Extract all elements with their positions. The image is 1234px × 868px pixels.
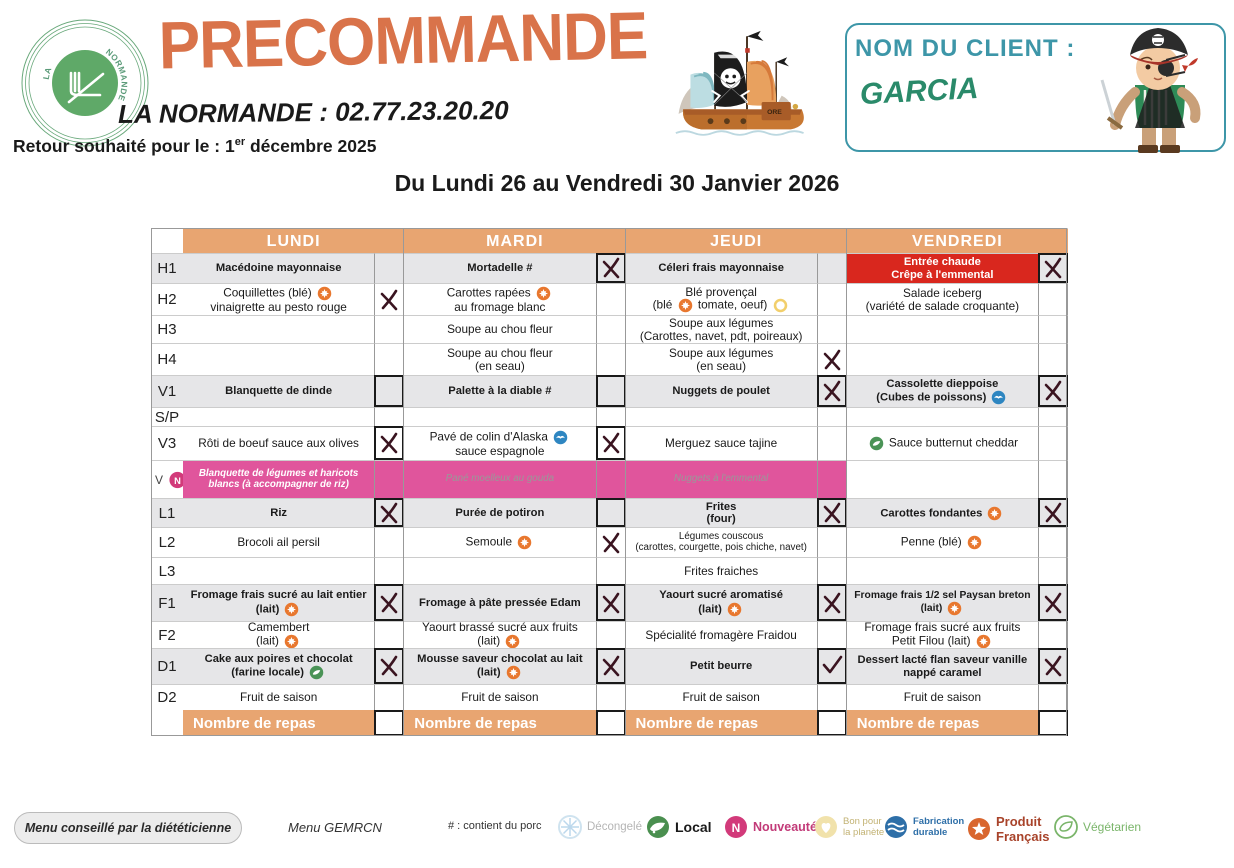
svg-text:LA: LA — [41, 66, 54, 81]
svg-text:ORE: ORE — [767, 109, 782, 116]
svg-text:N: N — [732, 821, 741, 835]
svg-text:N: N — [174, 475, 181, 485]
